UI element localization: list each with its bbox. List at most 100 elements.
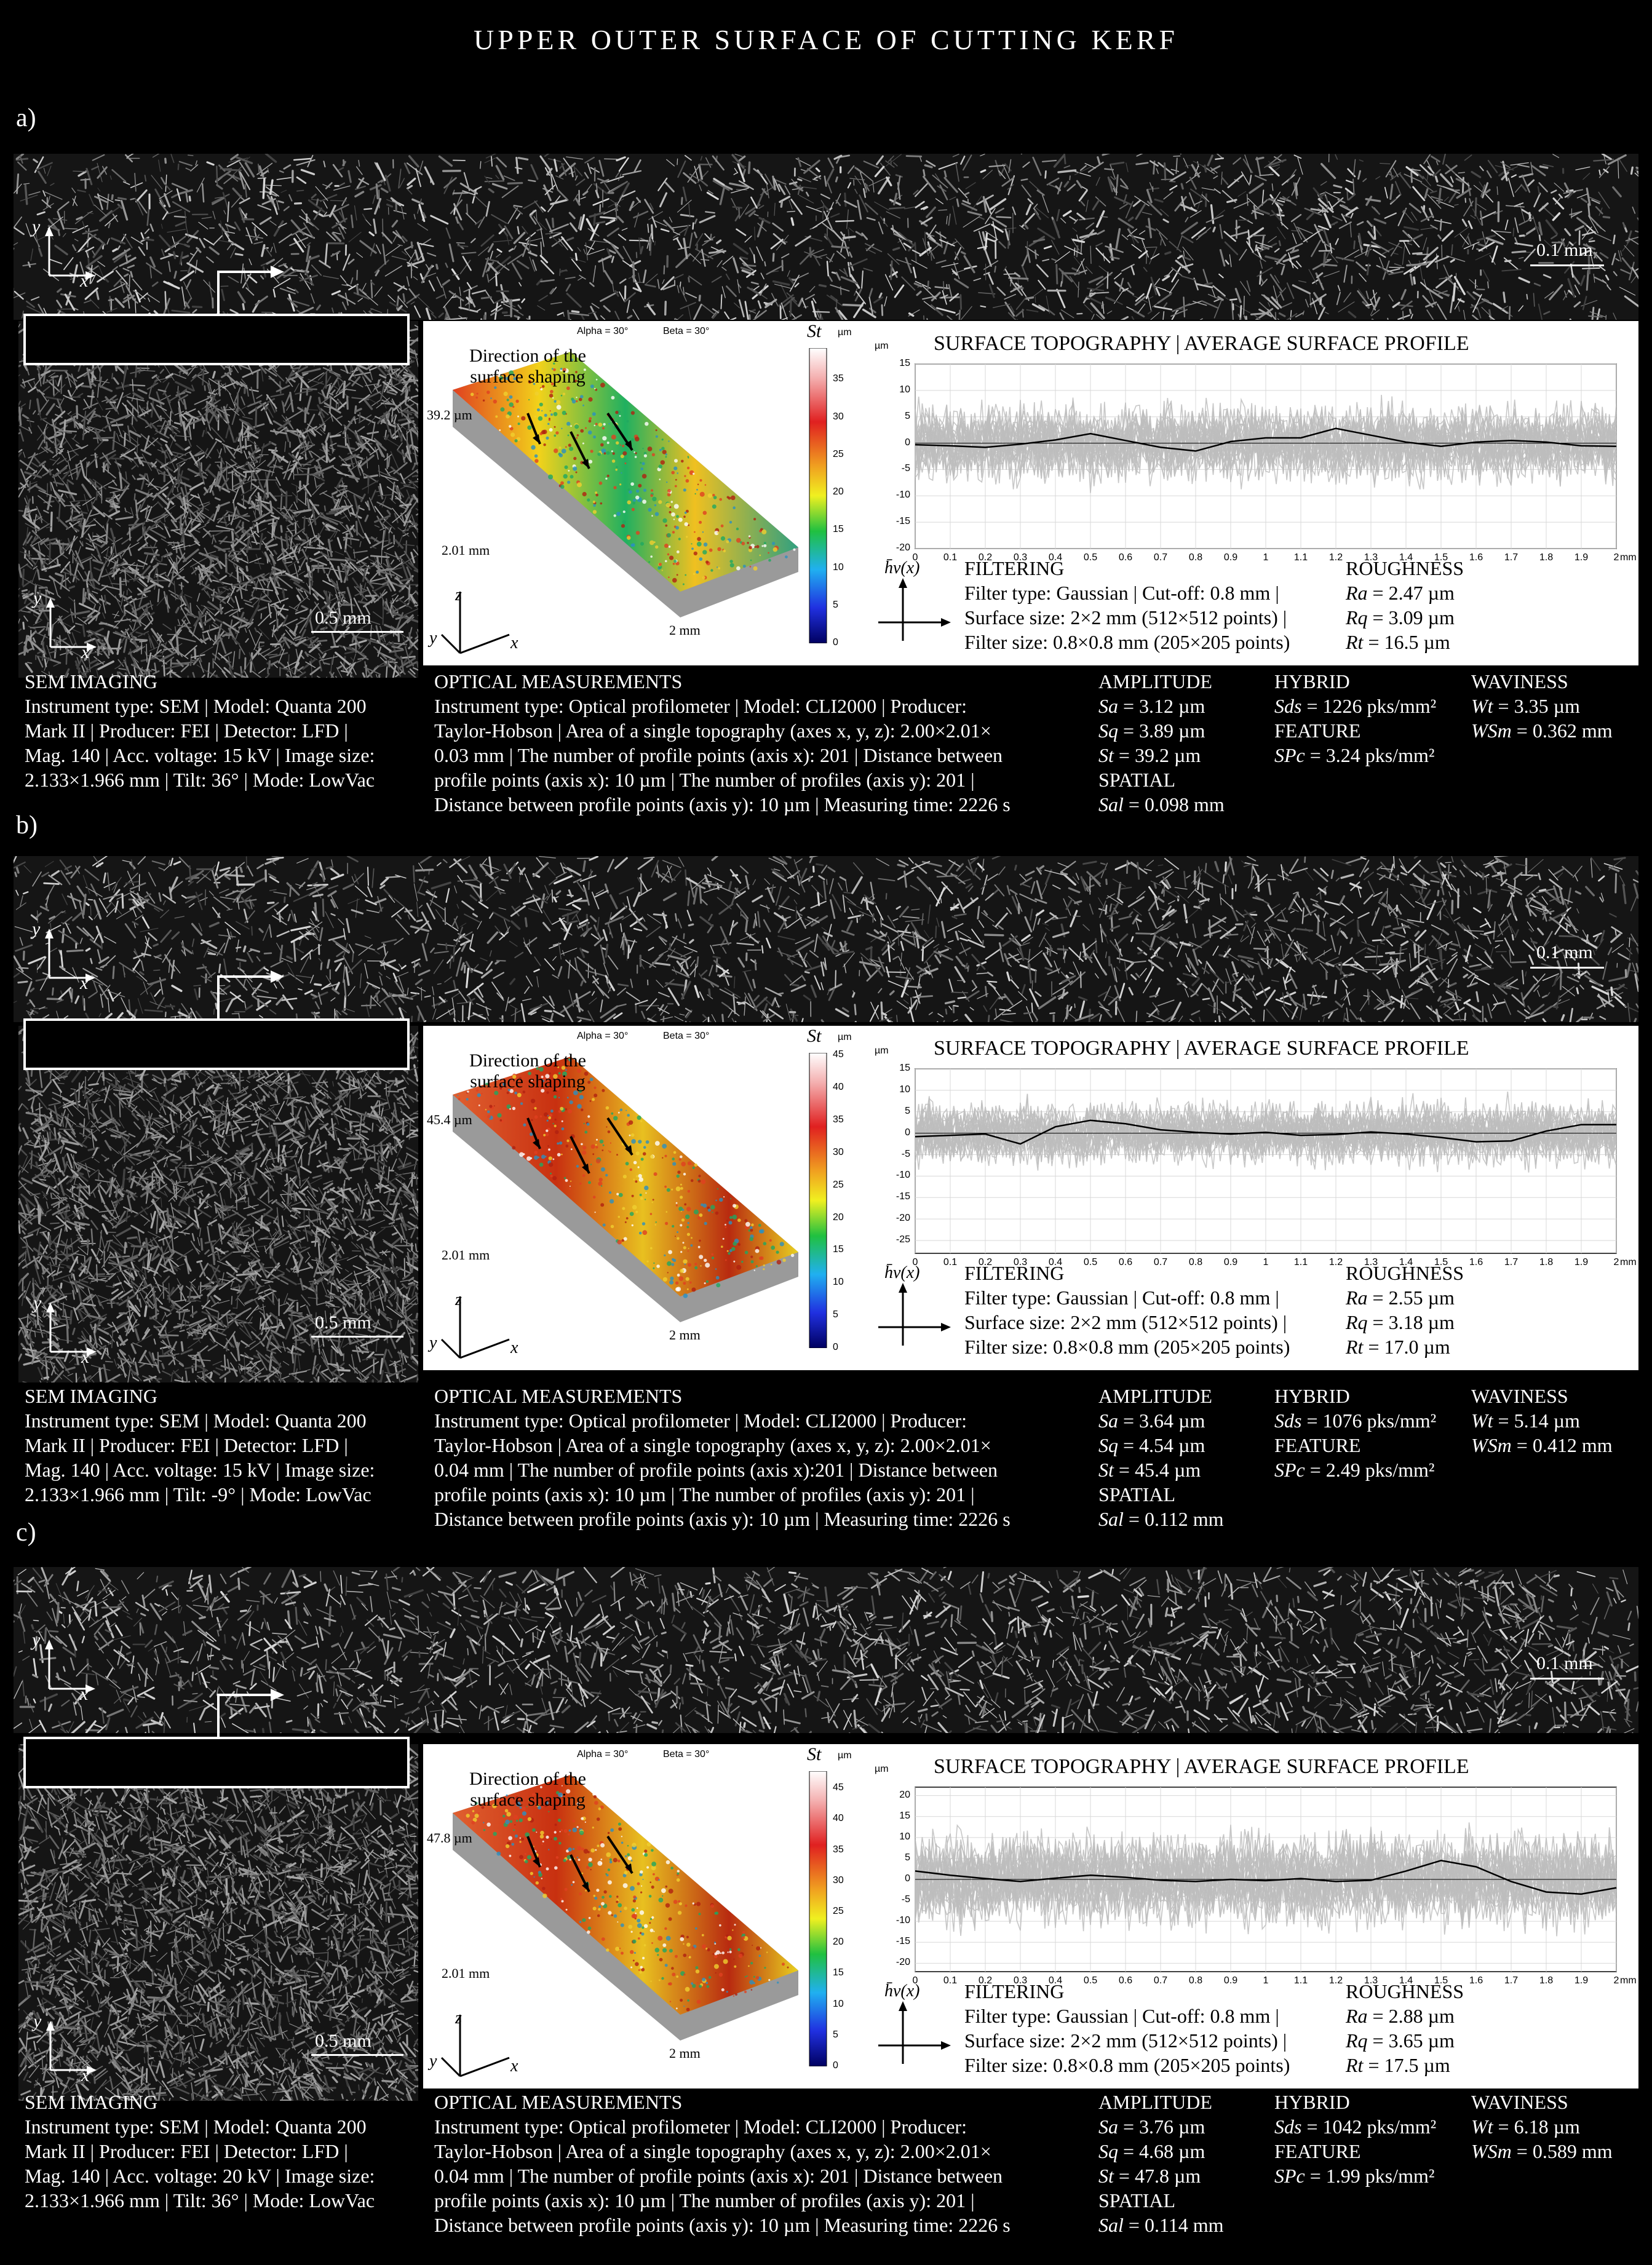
panel-c-waviness-wsm: WSm = 0.589 mm	[1471, 2140, 1613, 2162]
panel-a-filtering-line: Filter type: Gaussian | Cut-off: 0.8 mm …	[964, 582, 1279, 604]
panel-a-roughness-heading: ROUGHNESS	[1346, 557, 1464, 579]
panel-c-mean-profile-line	[915, 1860, 1617, 1895]
panel-c-legend-symbol: St	[807, 1744, 822, 1764]
panel-a-profile-x-tick: 0.8	[1188, 552, 1203, 563]
panel-b-legend-tick: 20	[833, 1212, 844, 1223]
panel-b-topo-axis-z: z	[455, 1290, 462, 1309]
panel-c-sem-line: Instrument type: SEM | Model: Quanta 200	[25, 2116, 367, 2138]
panel-c-waviness-wt: Wt = 6.18 µm	[1471, 2116, 1580, 2138]
panel-a-inset-axis-x-label: x	[81, 642, 90, 662]
panel-b-optical-line: Taylor-Hobson | Area of a single topogra…	[434, 1434, 991, 1456]
panel-a-profile-x-tick: 1.5	[1434, 552, 1448, 563]
panel-b-topo-side-y: 2.01 mm	[442, 1247, 490, 1263]
panel-a-optical-heading: OPTICAL MEASUREMENTS	[434, 670, 683, 692]
panel-a-legend-tick: 15	[833, 524, 844, 534]
panel-a-legend-tick: 5	[833, 600, 838, 610]
panel-c-filtering-line: Surface size: 2×2 mm (512×512 points) |	[964, 2029, 1287, 2052]
panel-c-sem-line: Mag. 140 | Acc. voltage: 20 kV | Image s…	[25, 2165, 375, 2187]
panel-a-profile-y-tick: 0	[905, 437, 910, 448]
panel-b-sem-heading: SEM IMAGING	[25, 1385, 157, 1407]
panel-a-color-legend: St µm 35 30 25 20 15 10 5 0	[804, 321, 872, 665]
panel-c-color-legend: St µm 45 40 35 30 25 20 15 10 5 0	[804, 1744, 872, 2088]
panel-c-sem-line: Mark II | Producer: FEI | Detector: LFD …	[25, 2140, 348, 2162]
panel-a-roughness-rq: Rq = 3.09 µm	[1346, 606, 1455, 629]
panel-a-view-alpha: Alpha = 30°	[577, 326, 629, 336]
panel-a-profile-y-unit: µm	[875, 341, 889, 351]
panel-a-band-scale-bar	[1530, 264, 1604, 266]
panel-b-topo-axis-x: x	[510, 1338, 518, 1357]
panel-b-profile-x-tick: 0.6	[1118, 1257, 1133, 1267]
panel-c-filtering-line: Filter type: Gaussian | Cut-off: 0.8 mm …	[964, 2005, 1279, 2027]
panel-a-profile-y-tick: 5	[905, 411, 910, 421]
panel-c-profile-x-tick: 1.1	[1293, 1975, 1308, 1986]
panel-a-profile-x-tick: 0.2	[978, 552, 993, 563]
panel-a-profile-x-tick: 0	[912, 552, 918, 563]
panel-c-hv-axis-indicator	[878, 2001, 951, 2064]
panel-a-spatial-heading: SPATIAL	[1098, 769, 1176, 791]
panel-c-profile-x-tick: 1.7	[1504, 1975, 1519, 1986]
panel-a-profile-x-tick: 1.4	[1399, 552, 1413, 563]
panel-b-legend-tick: 15	[833, 1244, 844, 1255]
panel-b-topo-height: 45.4 µm	[427, 1112, 472, 1127]
panel-b-band-scale-label: 0.1 mm	[1536, 942, 1593, 962]
panel-c-profile-x-tick: 0.9	[1223, 1975, 1238, 1986]
panel-c-feature-spc: SPc = 1.99 pks/mm²	[1274, 2165, 1435, 2187]
panel-b-profile-chart: SURFACE TOPOGRAPHY | AVERAGE SURFACE PRO…	[872, 1026, 1638, 1370]
panel-b-legend-tick: 10	[833, 1277, 844, 1287]
panel-a-hv-axis-indicator	[878, 578, 951, 641]
panel-c-profile-x-tick: 1.2	[1328, 1975, 1343, 1986]
panel-c-profile-x-tick: 0.5	[1083, 1975, 1098, 1986]
panel-a-inset-axis-y-label: y	[33, 588, 42, 608]
panel-b-amplitude-st: St = 45.4 µm	[1098, 1459, 1201, 1481]
panel-c-roughness-rq: Rq = 3.65 µm	[1346, 2029, 1455, 2052]
panel-b-mean-profile-line	[915, 1119, 1616, 1145]
panel-a-profile-x-tick: 1.7	[1504, 552, 1519, 563]
panel-a-legend-tick: 0	[833, 637, 838, 648]
panel-c-optical-heading: OPTICAL MEASUREMENTS	[434, 2091, 683, 2113]
panel-a-profile-x-tick: 0.1	[943, 552, 958, 563]
panel-c-hybrid-sds: Sds = 1042 pks/mm²	[1274, 2116, 1437, 2138]
panel-b-sem-band-image	[14, 856, 1638, 1022]
panel-b-sem-line: Mag. 140 | Acc. voltage: 15 kV | Image s…	[25, 1459, 375, 1481]
panel-c-profile-y-tick: 20	[899, 1790, 910, 1800]
panel-c-amplitude-heading: AMPLITUDE	[1098, 2091, 1212, 2113]
panel-c-amplitude-sq: Sq = 4.68 µm	[1098, 2140, 1205, 2162]
panel-c-profile-x-tick: 2	[1613, 1975, 1619, 1986]
panel-a-roughness-rt: Rt = 16.5 µm	[1346, 631, 1450, 653]
panel-c-topo-axis-y: y	[429, 2052, 437, 2071]
panel-b-profile-y-tick: 10	[899, 1084, 910, 1095]
panel-b-profile-title: SURFACE TOPOGRAPHY | AVERAGE SURFACE PRO…	[934, 1037, 1469, 1060]
panel-b-inset-axis-x-label: x	[81, 1347, 90, 1367]
panel-a-topo-side-x: 2 mm	[669, 622, 701, 638]
panel-c-profile-x-tick: 1.6	[1469, 1975, 1483, 1986]
panel-a-waviness-wt: Wt = 3.35 µm	[1471, 695, 1580, 717]
panel-c-profile-y-unit: µm	[875, 1764, 889, 1774]
panel-c-waviness-heading: WAVINESS	[1471, 2091, 1568, 2113]
panel-c-measurement-panel: Alpha = 30° Beta = 30° Direction of the su…	[423, 1744, 1638, 2088]
panel-a-view-beta: Beta = 30°	[663, 326, 710, 336]
panel-c-optical-line: Taylor-Hobson | Area of a single topogra…	[434, 2140, 991, 2162]
panel-a-optical-line: profile points (axis x): 10 µm | The num…	[434, 769, 975, 791]
panel-a-profile-y-tick: -5	[901, 463, 910, 474]
panel-b-spatial-heading: SPATIAL	[1098, 1483, 1176, 1505]
panel-c-sem-inset-image	[18, 1744, 418, 2101]
panel-c-inset-scale-bar	[311, 2054, 403, 2056]
panel-b-inset-axis-y-label: y	[33, 1293, 42, 1313]
panel-a-inset-axis-indicator	[46, 598, 97, 651]
panel-c-profile-x-tick: 0.2	[978, 1975, 993, 1986]
panel-a-legend-symbol: St	[807, 321, 822, 341]
panel-c-legend-unit: µm	[838, 1750, 852, 1761]
panel-b-legend-tick: 25	[833, 1180, 844, 1190]
panel-c-profile-y-tick: 15	[899, 1811, 910, 1821]
panel-a-profile-x-tick: 1	[1263, 552, 1269, 563]
panel-c-profile-title: SURFACE TOPOGRAPHY | AVERAGE SURFACE PRO…	[934, 1755, 1469, 1778]
panel-a-optical-line: 0.03 mm | The number of profile points (…	[434, 744, 1003, 766]
panel-b-profile-x-tick: 0.7	[1153, 1257, 1168, 1267]
panel-b-legend-tick: 0	[833, 1342, 838, 1352]
panel-b-amplitude-sa: Sa = 3.64 µm	[1098, 1410, 1205, 1432]
panel-b-profile-y-tick: -25	[895, 1234, 910, 1245]
panel-a-topo-axis-z: z	[455, 585, 462, 605]
panel-c-legend-tick: 40	[833, 1813, 844, 1823]
panel-a-measurement-panel: Alpha = 30° Beta = 30° Direction of the su…	[423, 321, 1638, 665]
panel-a-profile-y-tick: 15	[899, 358, 910, 368]
